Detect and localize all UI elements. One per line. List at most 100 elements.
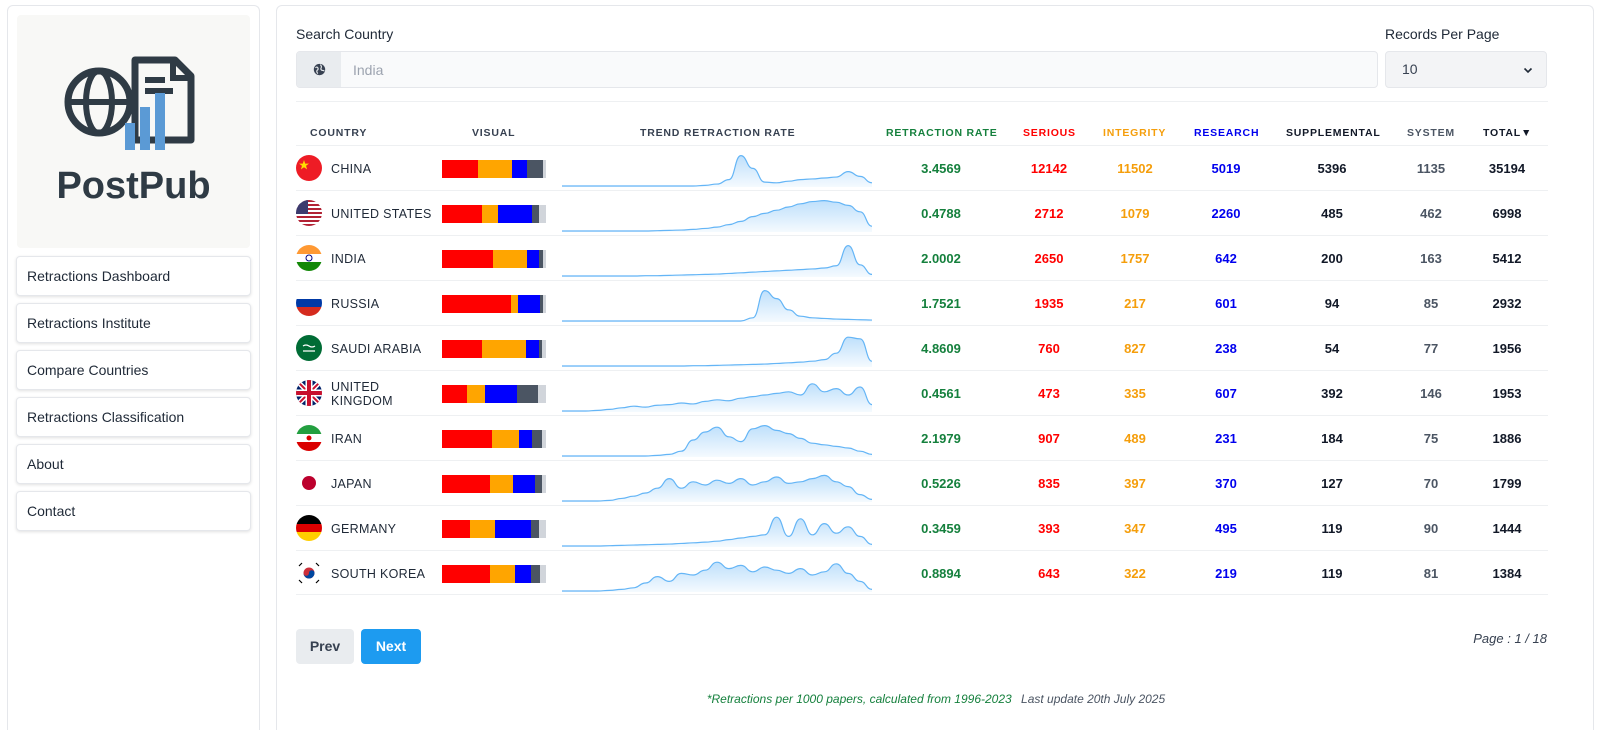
nav-compare-countries[interactable]: Compare Countries [16,350,251,390]
visual-segment-system [541,430,546,448]
cell-total: 2932 [1492,296,1522,311]
visual-bar [442,250,546,268]
trend-line [562,474,873,502]
country-name: UNITED KINGDOM [331,379,393,408]
germany-flag-icon [296,515,322,541]
trend-sparkline [562,199,873,232]
russia-flag-icon [296,290,322,316]
cell-serious: 2712 [1034,206,1064,221]
search-label: Search Country [296,26,394,42]
cell-total: 1444 [1492,521,1522,536]
visual-segment-research [518,430,532,448]
visual-segment-serious [442,430,492,448]
trend-sparkline [562,474,873,502]
country-name: RUSSIA [331,296,380,311]
sidebar-nav: Retractions Dashboard Retractions Instit… [16,256,251,538]
table-row[interactable]: SOUTH KOREA 0.8894 643 322 219 119 81 1384 [296,550,1548,595]
nav-retractions-institute[interactable]: Retractions Institute [16,303,251,343]
cell-research: 2260 [1211,206,1241,221]
header-research[interactable]: RESEARCH [1194,127,1260,139]
table-row[interactable]: SAUDI ARABIA 4.8609 760 827 238 54 77 1956 [296,325,1548,370]
table-row[interactable]: GERMANY 0.3459 393 347 495 119 90 1444 [296,505,1548,550]
nav-retractions-dashboard[interactable]: Retractions Dashboard [16,256,251,296]
japan-flag-icon [296,470,322,496]
header-country[interactable]: COUNTRY [310,127,368,139]
nav-about[interactable]: About [16,444,251,484]
divider [296,101,1548,102]
records-per-page-select[interactable]: 10 [1385,51,1547,88]
trend-sparkline [562,516,873,547]
trend-area [562,245,872,277]
saudi-flag-icon [296,335,322,361]
visual-bar [442,160,546,178]
main-panel: Search Country Records Per Page 10 COUNT… [276,5,1594,730]
table-row[interactable]: JAPAN 0.5226 835 397 370 127 70 1799 [296,460,1548,505]
table-row[interactable]: RUSSIA 1.7521 1935 217 601 94 85 2932 [296,280,1548,325]
header-total[interactable]: TOTAL▼ [1483,127,1533,139]
table-row[interactable]: UNITED KINGDOM 0.4561 473 335 607 392 146 1953 [296,370,1548,415]
visual-segment-supplemental [539,295,543,313]
visual-segment-integrity [470,520,496,538]
visual-segment-integrity [482,205,499,223]
search-input[interactable] [353,52,1363,87]
cell-integrity: 1757 [1120,251,1150,266]
visual-bar [442,205,546,223]
header-retraction-rate[interactable]: RETRACTION RATE [886,127,998,139]
visual-segment-supplemental [526,160,543,178]
header-visual[interactable]: VISUAL [472,127,516,139]
cell-supplemental: 119 [1321,521,1343,536]
cell-integrity: 322 [1124,566,1146,581]
cell-total: 1799 [1492,476,1522,491]
cell-serious: 393 [1038,521,1060,536]
cell-system: 85 [1423,296,1439,311]
footnote-note: *Retractions per 1000 papers, calculated… [706,692,1012,706]
visual-bar [442,340,546,358]
visual-segment-system [539,565,546,583]
visual-segment-supplemental [531,430,542,448]
trend-sparkline [562,424,873,457]
visual-segment-serious [442,475,491,493]
cell-research: 495 [1215,521,1237,536]
trend-area [562,337,872,367]
cell-integrity: 827 [1124,341,1146,356]
china-flag-icon [296,155,322,181]
visual-segment-serious [442,340,483,358]
trend-sparkline [562,289,873,322]
header-trend[interactable]: TREND RETRACTION RATE [640,127,796,139]
visual-segment-integrity [477,160,512,178]
cell-research: 238 [1215,341,1237,356]
trend-sparkline [562,383,873,412]
visual-segment-research [514,565,531,583]
header-supplemental[interactable]: SUPPLEMENTAL [1286,127,1381,139]
table-row[interactable]: IRAN 2.1979 907 489 231 184 75 1886 [296,415,1548,460]
visual-segment-research [513,475,535,493]
cell-rate: 2.0002 [921,251,961,266]
cell-total: 1384 [1492,566,1522,581]
visual-segment-system [542,160,546,178]
cell-rate: 3.4569 [921,161,961,176]
visual-segment-integrity [467,385,486,403]
page-info: Page : 1 / 18 [1473,631,1547,646]
cell-total: 6998 [1492,206,1522,221]
cell-system: 77 [1423,341,1439,356]
cell-serious: 1935 [1034,296,1064,311]
visual-segment-research [495,520,531,538]
header-serious[interactable]: SERIOUS [1023,127,1076,139]
nav-retractions-classification[interactable]: Retractions Classification [16,397,251,437]
nav-contact[interactable]: Contact [16,491,251,531]
prev-button[interactable]: Prev [296,629,354,664]
header-system[interactable]: SYSTEM [1407,127,1455,139]
cell-research: 607 [1215,386,1237,401]
table-row[interactable]: UNITED STATES 0.4788 2712 1079 2260 485 462 699… [296,190,1548,235]
table-row[interactable]: INDIA 2.0002 2650 1757 642 200 163 5412 [296,235,1548,280]
visual-segment-integrity [510,295,519,313]
country-name: INDIA [331,251,366,266]
header-integrity[interactable]: INTEGRITY [1103,127,1167,139]
next-button[interactable]: Next [361,629,421,664]
cell-integrity: 1079 [1120,206,1150,221]
cell-total: 5412 [1492,251,1522,266]
cell-integrity: 217 [1124,296,1146,311]
globe-icon [297,52,341,87]
table-row[interactable]: CHINA 3.4569 12142 11502 5019 5396 1135 35194 [296,145,1548,190]
logo[interactable]: PostPub [17,15,250,248]
